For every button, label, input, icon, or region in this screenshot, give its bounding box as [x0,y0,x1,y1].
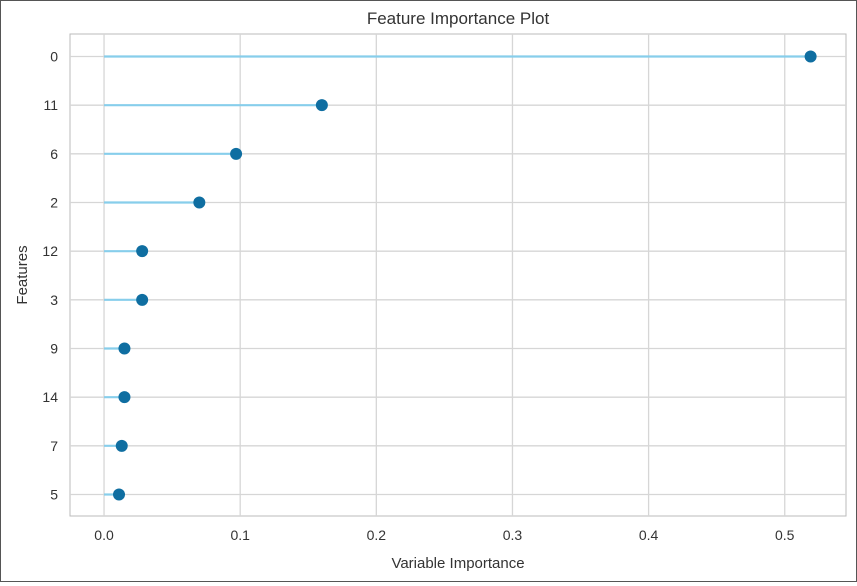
marker-14 [118,391,131,404]
x-tick-label: 0.5 [775,527,795,543]
marker-6 [230,147,243,160]
marker-11 [315,99,328,112]
y-tick-label: 2 [50,195,58,211]
marker-7 [115,439,128,452]
y-tick-label: 14 [42,389,58,405]
marker-5 [113,488,126,501]
y-tick-label: 9 [50,341,58,357]
marker-12 [136,245,149,258]
x-tick-label: 0.4 [639,527,659,543]
y-tick-label: 12 [42,243,58,259]
x-tick-labels: 0.0 0.1 0.2 0.3 0.4 0.5 [94,527,794,543]
marker-3 [136,293,149,306]
y-gridlines [70,55,846,496]
x-tick-label: 0.1 [230,527,250,543]
marker-0 [804,50,817,63]
x-tick-label: 0.0 [94,527,114,543]
marker-9 [118,342,131,355]
y-tick-label: 6 [50,146,58,162]
x-tick-label: 0.3 [503,527,523,543]
markers [113,50,817,501]
chart-title: Feature Importance Plot [367,9,550,28]
y-tick-label: 7 [50,438,58,454]
x-axis-label: Variable Importance [391,555,524,572]
y-tick-label: 5 [50,487,58,503]
y-axis-label: Features [14,245,31,304]
x-tick-label: 0.2 [367,527,387,543]
y-tick-labels: 0 11 6 2 12 3 9 14 7 5 [42,49,58,503]
x-gridlines [103,34,786,516]
y-tick-label: 11 [43,97,58,113]
marker-2 [193,196,206,209]
plot-area [69,33,847,517]
y-tick-label: 3 [50,292,58,308]
y-tick-label: 0 [50,49,58,65]
